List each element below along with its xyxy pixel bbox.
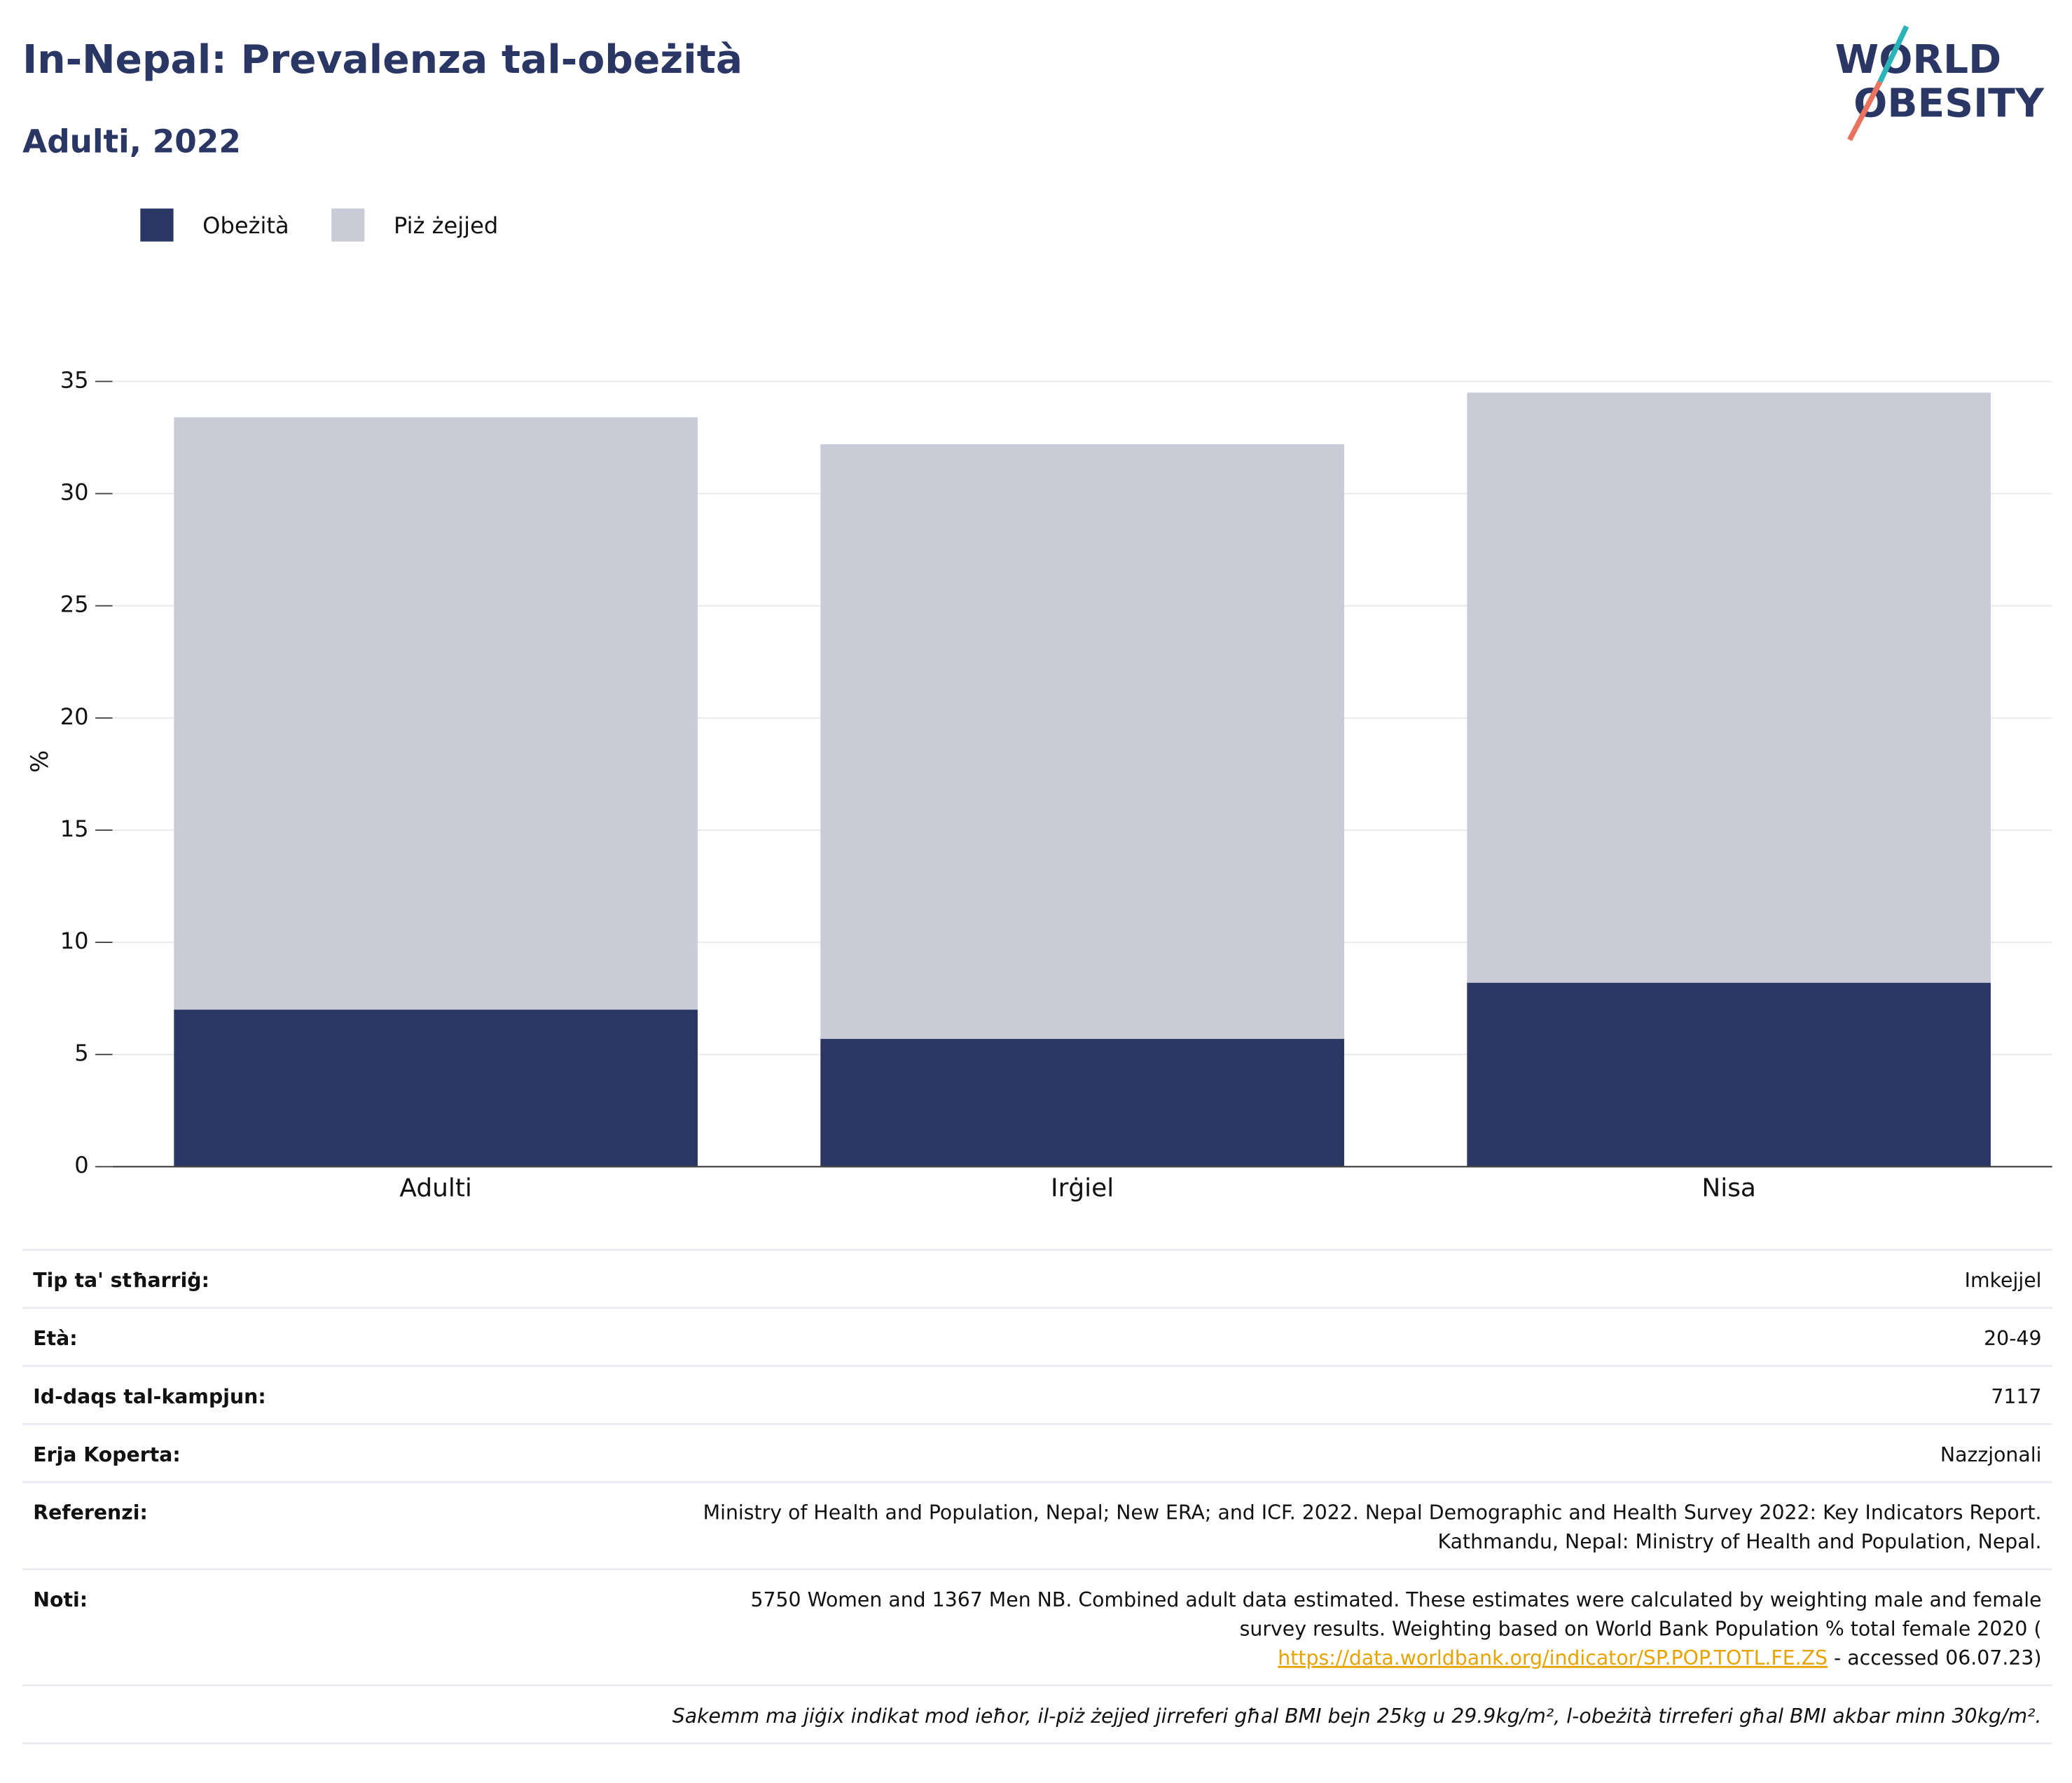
bar-segment	[820, 1038, 1344, 1167]
chart-title: In-Nepal: Prevalenza tal-obeżità	[22, 36, 743, 83]
row-value: Nazzjonali	[1940, 1443, 2042, 1466]
row-value: Kathmandu, Nepal: Ministry of Health and…	[1438, 1530, 2042, 1553]
logo-line1: WORLD	[1835, 36, 2002, 83]
y-tick-label: 5	[74, 1040, 88, 1066]
row-value: 20-49	[1984, 1327, 2041, 1350]
row-label: Erja Koperta:	[33, 1443, 180, 1466]
row-value: 5750 Women and 1367 Men NB. Combined adu…	[750, 1588, 2041, 1611]
bar-segment	[1467, 392, 1991, 983]
footnote: Sakemm ma jiġix indikat mod ieħor, il-pi…	[672, 1705, 2042, 1728]
bar-segment	[174, 417, 698, 1010]
legend-label: Obeżità	[202, 212, 289, 239]
y-axis-label: %	[26, 750, 54, 773]
bar-segment	[174, 1010, 698, 1167]
row-value: - accessed 06.07.23)	[1828, 1646, 2041, 1670]
link[interactable]: https://data.worldbank.org/indicator/SP.…	[1278, 1646, 1828, 1670]
row-label: Età:	[33, 1327, 77, 1350]
y-tick-label: 20	[60, 703, 89, 730]
row-value: Ministry of Health and Population, Nepal…	[703, 1501, 2042, 1524]
logo-slash	[1847, 81, 1883, 142]
row-label: Noti:	[33, 1588, 88, 1611]
x-tick-label: Irġiel	[1051, 1173, 1114, 1202]
logo-slash	[1877, 25, 1909, 83]
y-tick-label: 15	[60, 815, 89, 842]
y-tick-label: 0	[74, 1152, 88, 1178]
row-label: Referenzi:	[33, 1501, 148, 1524]
row-label: Tip ta' stħarriġ:	[33, 1269, 209, 1292]
row-value: Imkejjel	[1965, 1269, 2042, 1292]
bar-segment	[820, 444, 1344, 1039]
row-value: 7117	[1991, 1385, 2041, 1408]
row-value: https://data.worldbank.org/indicator/SP.…	[1278, 1646, 2041, 1670]
x-tick-label: Adulti	[399, 1173, 472, 1202]
chart-subtitle: Adulti, 2022	[22, 123, 241, 160]
row-label: Id-daqs tal-kampjun:	[33, 1385, 265, 1408]
y-tick-label: 30	[60, 479, 89, 506]
logo-line2: OBESITY	[1853, 80, 2045, 126]
row-value: survey results. Weighting based on World…	[1240, 1618, 2042, 1641]
legend-label: Piż żejjed	[394, 212, 498, 239]
legend-swatch	[140, 208, 174, 242]
y-tick-label: 35	[60, 366, 89, 393]
y-tick-label: 10	[60, 928, 89, 954]
x-tick-label: Nisa	[1701, 1173, 1756, 1202]
legend-swatch	[331, 208, 365, 242]
y-tick-label: 25	[60, 591, 89, 618]
bar-segment	[1467, 982, 1991, 1167]
